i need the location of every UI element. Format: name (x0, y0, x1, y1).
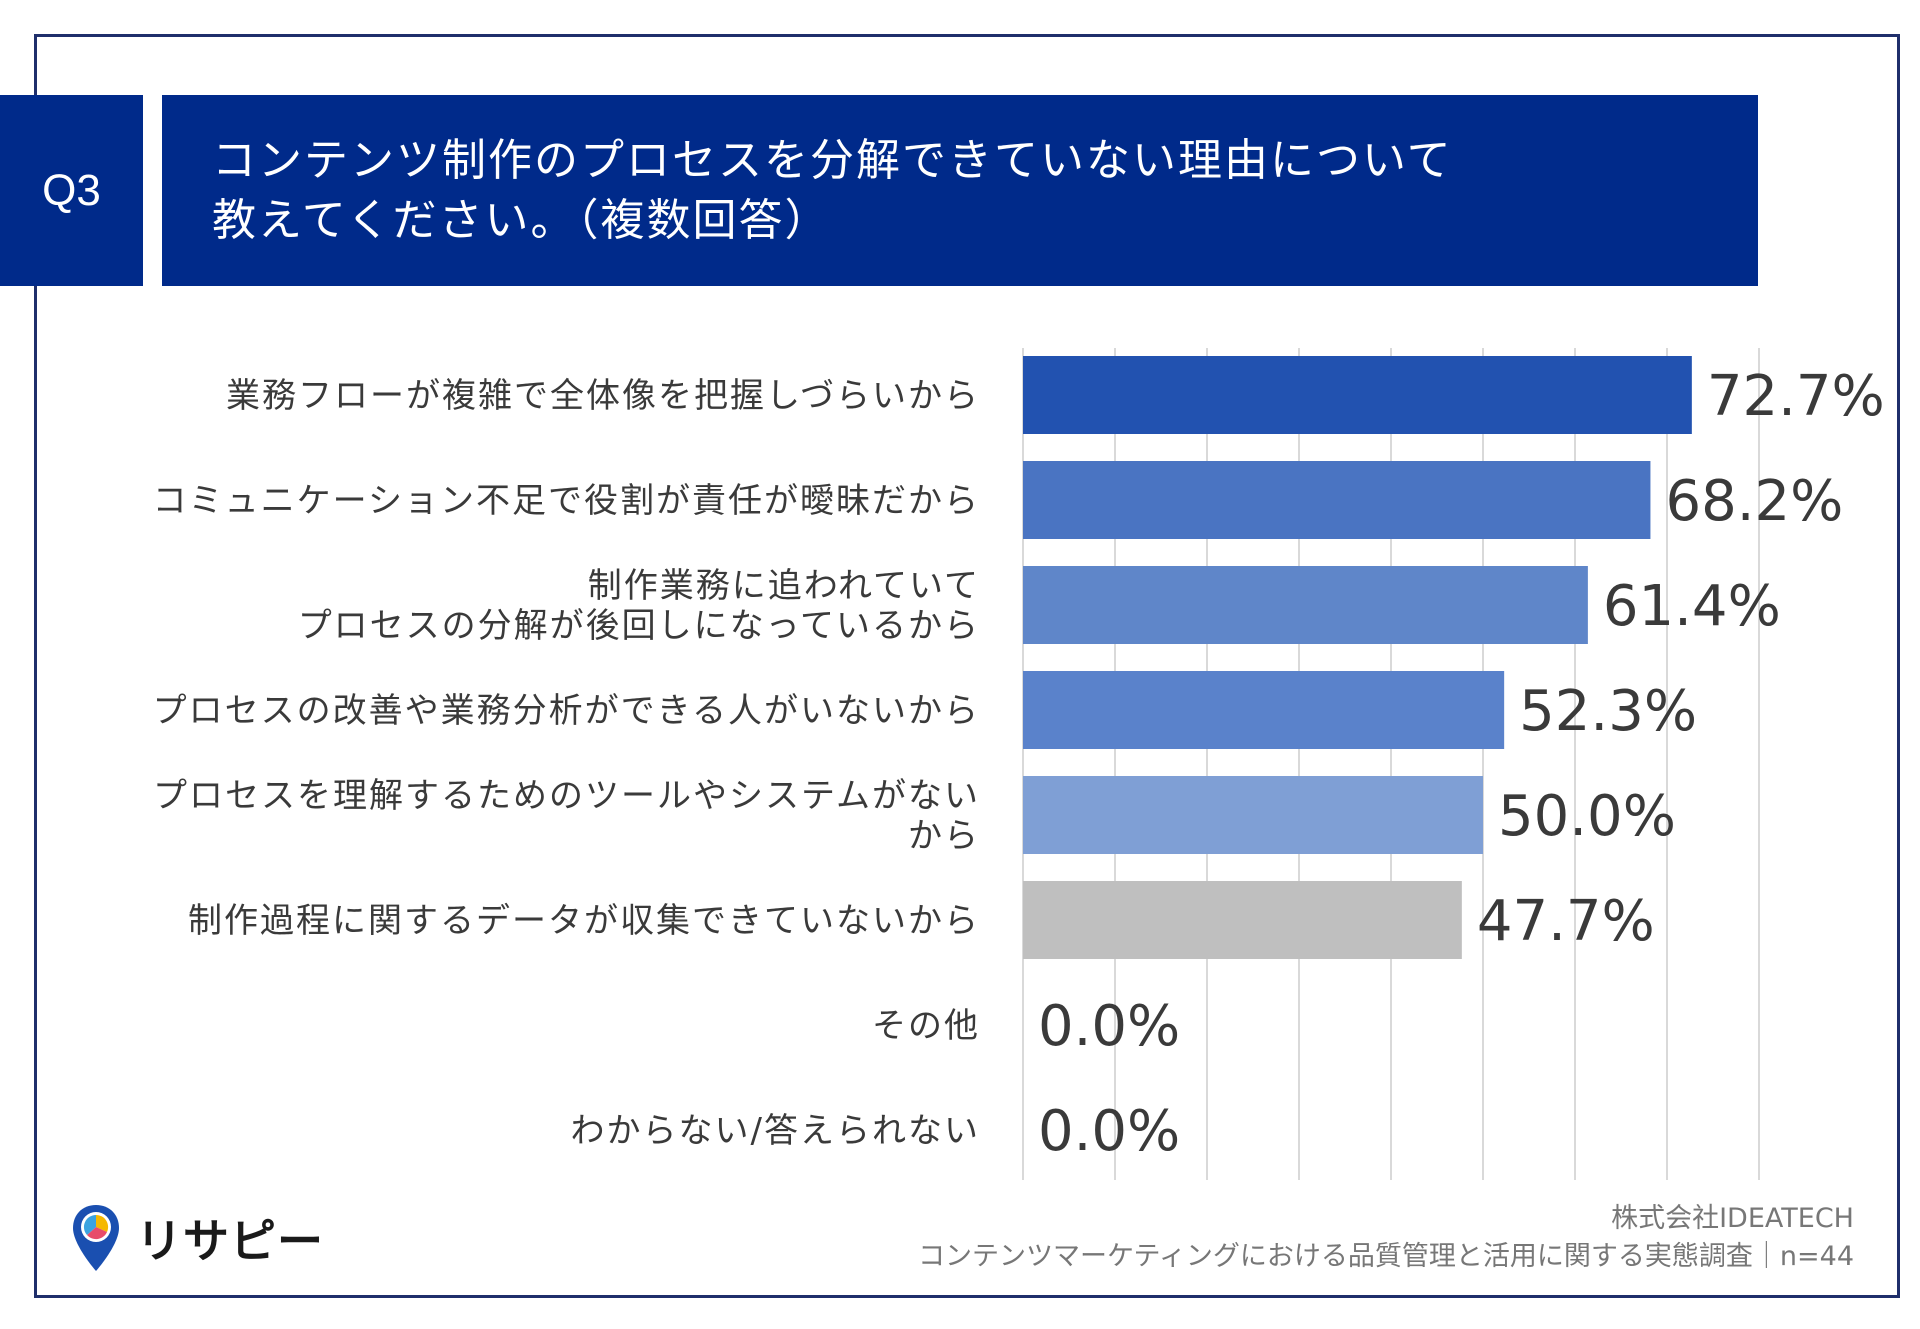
map-pin-icon (73, 1205, 119, 1271)
footer-survey: コンテンツマーケティングにおける品質管理と活用に関する実態調査｜n=44 (918, 1241, 1854, 1272)
bar (1023, 881, 1462, 959)
chart-frame (34, 34, 1900, 1298)
category-label: わからない/答えられない (571, 1111, 980, 1151)
value-label: 68.2% (1665, 469, 1843, 534)
value-label: 72.7% (1707, 364, 1885, 429)
value-label: 61.4% (1603, 574, 1781, 639)
question-title: コンテンツ制作のプロセスを分解できていない理由について 教えてください。（複数回… (162, 95, 1758, 286)
question-title-line-1: コンテンツ制作のプロセスを分解できていない理由について (212, 135, 1453, 186)
bar (1023, 356, 1692, 434)
value-label: 0.0% (1038, 994, 1180, 1059)
question-badge: Q3 (0, 95, 143, 286)
brand-logo: リサピー (70, 1200, 324, 1276)
category-label: から (908, 816, 980, 856)
value-label: 50.0% (1498, 784, 1676, 849)
category-label: コミュニケーション不足で役割が責任が曖昧だから (153, 481, 980, 521)
category-label: その他 (872, 1006, 980, 1046)
value-label: 0.0% (1038, 1099, 1180, 1164)
category-label: 制作過程に関するデータが収集できていないから (188, 901, 980, 941)
category-label: 制作業務に追われていて (588, 566, 980, 606)
category-label: プロセスの改善や業務分析ができる人がいないから (153, 691, 980, 731)
value-label: 52.3% (1519, 679, 1697, 744)
category-label: プロセスを理解するためのツールやシステムがない (153, 776, 980, 816)
bar (1023, 461, 1651, 539)
footer-company: 株式会社IDEATECH (1611, 1203, 1854, 1234)
question-title-line-2: 教えてください。（複数回答） (212, 195, 831, 246)
bar (1023, 776, 1483, 854)
bar (1023, 671, 1505, 749)
bar (1023, 566, 1588, 644)
category-label: 業務フローが複雑で全体像を把握しづらいから (226, 376, 980, 416)
value-label: 47.7% (1477, 889, 1655, 954)
category-label: プロセスの分解が後回しになっているから (298, 606, 980, 646)
footer: 株式会社IDEATECH コンテンツマーケティングにおける品質管理と活用に関する… (918, 1200, 1854, 1276)
logo-text: リサピー (136, 1214, 324, 1268)
